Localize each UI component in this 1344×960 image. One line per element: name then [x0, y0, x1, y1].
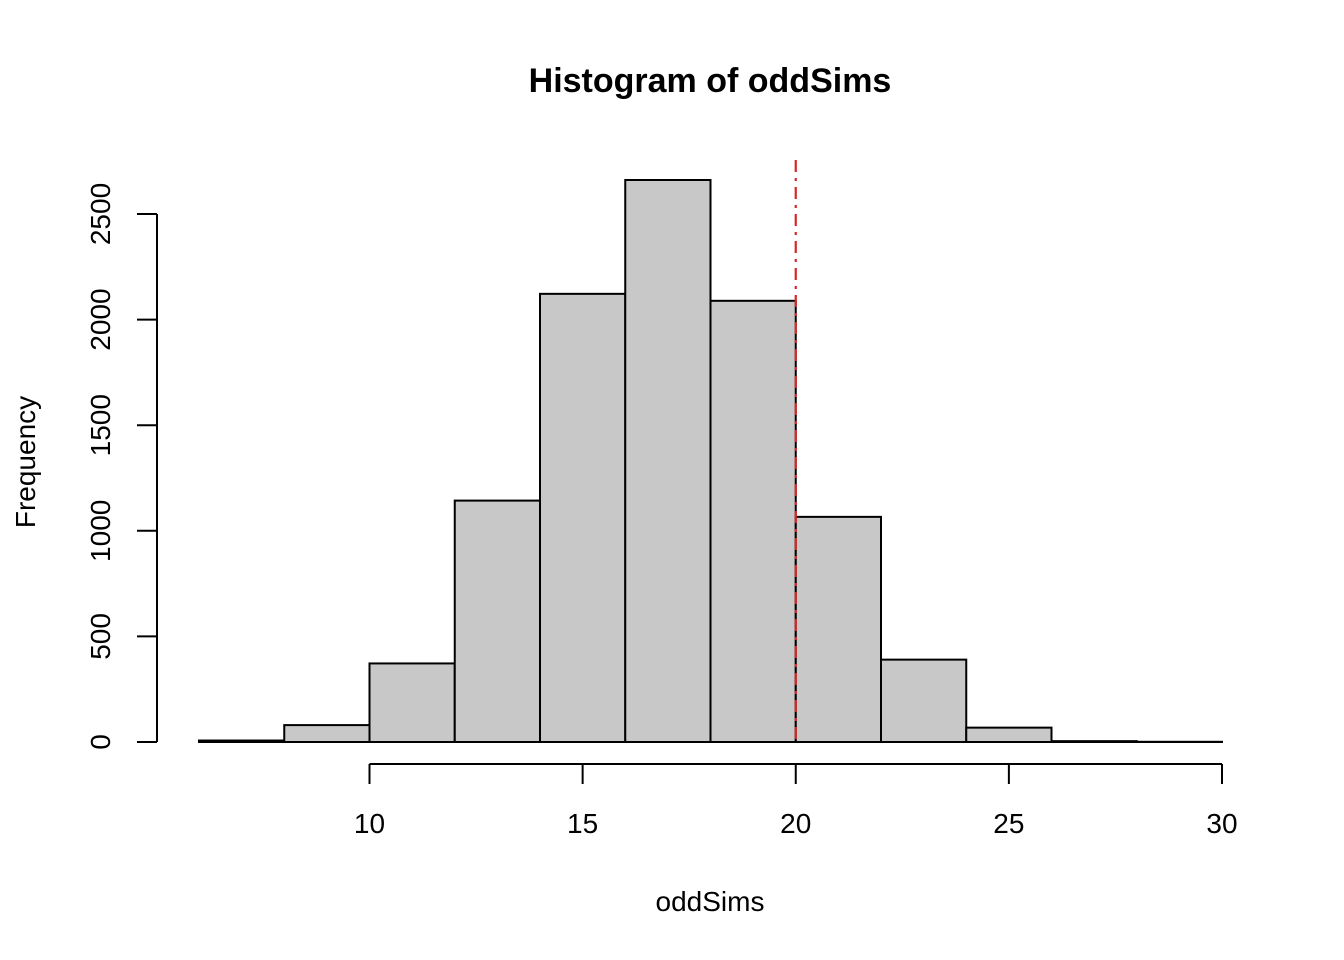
histogram-bar-7	[709, 299, 797, 743]
y-tick-label-2000: 2000	[85, 288, 116, 350]
y-tick-label-1500: 1500	[85, 394, 116, 456]
x-tick-label-10: 10	[354, 808, 385, 839]
histogram-bar-2	[283, 724, 371, 744]
x-axis-label: oddSims	[656, 886, 765, 917]
x-tick-label-20: 20	[780, 808, 811, 839]
histogram-bar-1	[198, 739, 286, 743]
histogram-bar-9	[880, 658, 968, 743]
histogram-bar-8	[794, 515, 882, 743]
histogram-bar-5	[539, 292, 627, 743]
y-tick-label-0: 0	[85, 734, 116, 750]
chart-title: Histogram of oddSims	[529, 62, 892, 100]
x-tick-label-30: 30	[1206, 808, 1237, 839]
histogram-bar-10	[965, 726, 1053, 744]
x-tick-label-15: 15	[567, 808, 598, 839]
y-axis-label: Frequency	[10, 396, 41, 528]
histogram-bar-11	[1050, 740, 1138, 744]
x-tick-label-25: 25	[993, 808, 1024, 839]
x-axis: 10 15 20 25 30	[354, 763, 1238, 839]
bars-group	[198, 179, 1223, 744]
histogram-bar-4	[453, 499, 541, 743]
y-tick-label-500: 500	[85, 613, 116, 660]
y-tick-label-2500: 2500	[85, 183, 116, 245]
y-tick-label-1000: 1000	[85, 500, 116, 562]
histogram-bar-3	[368, 662, 456, 743]
histogram-bar-6	[624, 179, 712, 743]
y-axis: 0 500 1000 1500 2000 2500	[85, 183, 158, 750]
